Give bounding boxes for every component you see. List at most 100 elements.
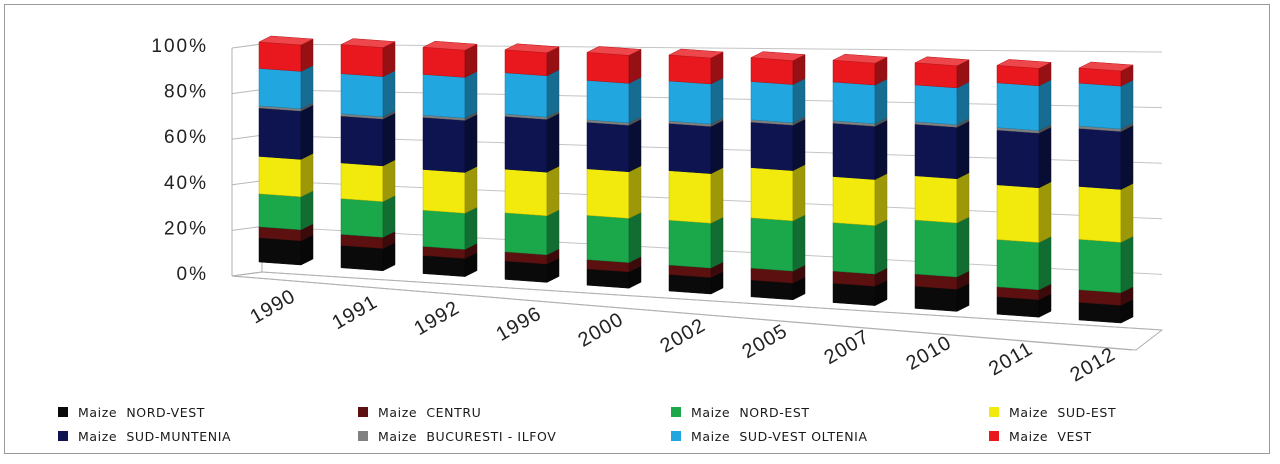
bar-segment	[1078, 239, 1122, 294]
bar-segment	[504, 168, 548, 217]
bar-segment	[1078, 186, 1122, 243]
gridline-side	[231, 89, 263, 95]
bar-segment-side	[710, 77, 724, 125]
y-tick-label: 0%	[177, 264, 208, 285]
y-tick-label: 20%	[164, 218, 208, 239]
legend-item: Maize CENTRU	[358, 402, 481, 422]
bar-segment	[258, 107, 302, 160]
bar-segment-side	[464, 166, 478, 214]
bar-segment	[750, 121, 794, 171]
gridline	[261, 43, 1163, 53]
bar-stack-2000	[586, 46, 642, 289]
x-tick-label: 2012	[1066, 343, 1119, 386]
bar-stack-2007	[832, 53, 888, 307]
bar-segment-side	[628, 165, 642, 219]
bar-segment-side	[1120, 235, 1134, 294]
bar-segment	[668, 170, 712, 224]
bar-segment	[750, 81, 794, 124]
bar-segment	[996, 65, 1040, 87]
bar-segment	[1078, 82, 1122, 130]
bar-segment	[340, 198, 384, 238]
legend-item: Maize SUD-VEST OLTENIA	[671, 426, 868, 446]
bar-top	[340, 38, 396, 48]
floor-front-edge	[231, 275, 1133, 351]
bar-segment	[750, 217, 794, 272]
legend: Maize NORD-VEST Maize CENTRU Maize NORD-ES…	[58, 402, 1258, 452]
legend-swatch	[989, 407, 999, 417]
gridline-side	[231, 225, 263, 231]
bar-segment-side	[956, 120, 970, 180]
bar-segment-side	[874, 219, 888, 275]
bar-segment-side	[464, 113, 478, 173]
y-tick-label: 40%	[164, 173, 208, 194]
bar-segment-side	[710, 167, 724, 224]
bar-segment	[422, 255, 466, 277]
bar-segment	[914, 175, 958, 224]
bar-stack-1990	[258, 35, 314, 266]
bar-segment-side	[300, 190, 314, 231]
bar-segment	[750, 279, 794, 301]
y-tick-label: 60%	[164, 127, 208, 148]
bar-top	[832, 53, 888, 64]
gridline-side	[231, 180, 263, 186]
x-tick-label: 2005	[738, 320, 791, 363]
bar-segment	[504, 212, 548, 256]
legend-item: Maize BUCURESTI - ILFOV	[358, 426, 556, 446]
bar-segment-side	[956, 172, 970, 224]
bar-segment	[914, 84, 958, 126]
bar-segment	[832, 176, 876, 226]
bar-segment-side	[792, 214, 806, 272]
bar-segment-side	[1120, 79, 1134, 130]
bar-segment	[258, 41, 302, 72]
bar-segment	[668, 80, 712, 125]
bar-segment	[996, 129, 1040, 189]
legend-label: Maize VEST	[1009, 428, 1092, 444]
x-tick-label: 2000	[574, 308, 627, 351]
bar-segment	[586, 168, 630, 219]
chart-floor	[231, 271, 1164, 351]
bar-segment-side	[1038, 181, 1052, 243]
bar-segment	[504, 72, 548, 118]
bar-segment-side	[874, 78, 888, 125]
bar-segment	[340, 73, 384, 118]
bars	[258, 35, 1134, 324]
bar-segment-side	[1038, 79, 1052, 132]
x-tick-label: 1996	[492, 303, 545, 346]
bar-segment-side	[710, 120, 724, 175]
bar-stack-2010	[914, 56, 970, 312]
bar-segment-side	[382, 159, 396, 203]
bar-segment-side	[300, 152, 314, 198]
bar-segment	[258, 193, 302, 231]
legend-label: Maize SUD-MUNTENIA	[78, 428, 232, 444]
legend-item: Maize NORD-VEST	[58, 402, 205, 422]
bar-stack-2002	[668, 48, 724, 295]
y-tick-label: 100%	[151, 36, 208, 57]
bar-segment	[1078, 302, 1122, 324]
bar-segment	[832, 122, 876, 180]
bar-top	[668, 48, 724, 59]
bar-segment	[1078, 128, 1122, 190]
bar-segment	[996, 296, 1040, 318]
bar-segment-side	[874, 173, 888, 227]
bar-stack-1992	[422, 40, 478, 278]
bar-top	[422, 40, 478, 51]
bar-top	[1078, 61, 1134, 72]
bar-segment	[340, 44, 384, 77]
bar-top	[504, 43, 560, 54]
gridline-side	[231, 43, 263, 49]
y-tick-label: 80%	[164, 82, 208, 103]
bar-segment	[258, 237, 302, 266]
bar-segment-side	[1120, 125, 1134, 190]
bar-segment-side	[628, 76, 642, 124]
bar-segment	[422, 169, 466, 214]
legend-label: Maize CENTRU	[378, 404, 482, 420]
legend-swatch	[989, 431, 999, 441]
bar-segment-side	[300, 64, 314, 110]
bar-segment	[340, 245, 384, 272]
bar-segment-side	[1120, 183, 1134, 243]
bar-segment	[996, 184, 1040, 243]
bar-segment-side	[464, 70, 478, 119]
bar-segment	[422, 46, 466, 78]
x-tick-label: 1991	[328, 291, 381, 334]
